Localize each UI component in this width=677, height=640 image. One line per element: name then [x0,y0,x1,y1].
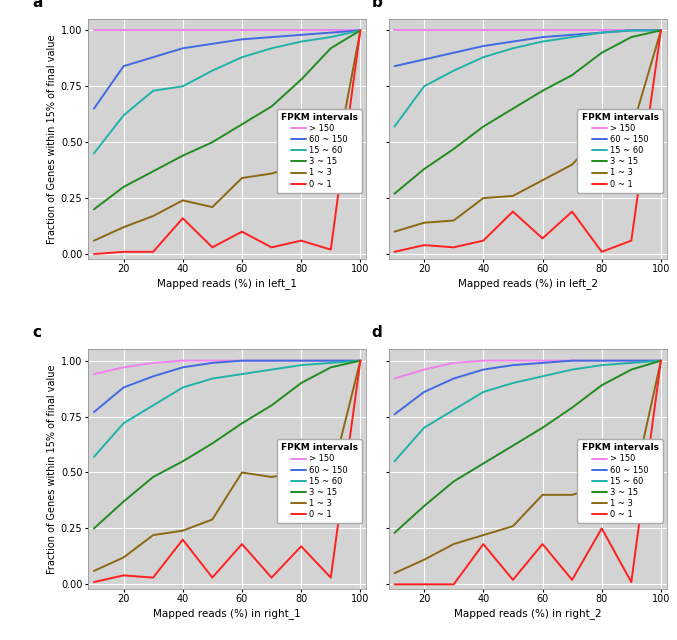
X-axis label: Mapped reads (%) in right_1: Mapped reads (%) in right_1 [154,609,301,620]
X-axis label: Mapped reads (%) in right_2: Mapped reads (%) in right_2 [454,609,601,620]
Text: c: c [32,325,41,340]
Text: b: b [372,0,383,10]
Text: a: a [32,0,43,10]
Legend: > 150, 60 ~ 150, 15 ~ 60, 3 ~ 15, 1 ~ 3, 0 ~ 1: > 150, 60 ~ 150, 15 ~ 60, 3 ~ 15, 1 ~ 3,… [577,439,663,523]
X-axis label: Mapped reads (%) in left_2: Mapped reads (%) in left_2 [458,278,598,289]
Y-axis label: Fraction of Genes within 15% of final value: Fraction of Genes within 15% of final va… [47,34,57,244]
Text: d: d [372,325,383,340]
Legend: > 150, 60 ~ 150, 15 ~ 60, 3 ~ 15, 1 ~ 3, 0 ~ 1: > 150, 60 ~ 150, 15 ~ 60, 3 ~ 15, 1 ~ 3,… [277,109,362,193]
Legend: > 150, 60 ~ 150, 15 ~ 60, 3 ~ 15, 1 ~ 3, 0 ~ 1: > 150, 60 ~ 150, 15 ~ 60, 3 ~ 15, 1 ~ 3,… [277,439,362,523]
Legend: > 150, 60 ~ 150, 15 ~ 60, 3 ~ 15, 1 ~ 3, 0 ~ 1: > 150, 60 ~ 150, 15 ~ 60, 3 ~ 15, 1 ~ 3,… [577,109,663,193]
X-axis label: Mapped reads (%) in left_1: Mapped reads (%) in left_1 [157,278,297,289]
Y-axis label: Fraction of Genes within 15% of final value: Fraction of Genes within 15% of final va… [47,364,57,574]
